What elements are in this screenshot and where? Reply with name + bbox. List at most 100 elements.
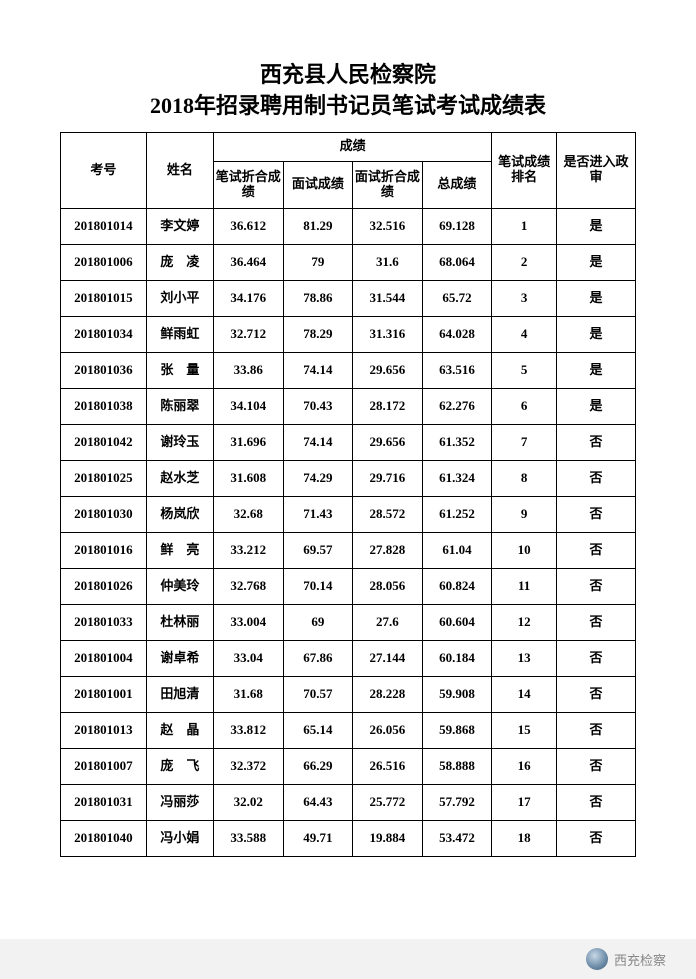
cell-name: 庞 凌 [146,244,213,280]
cell-interview: 79 [283,244,353,280]
cell-total: 53.472 [422,820,492,856]
header-pass: 是否进入政审 [557,132,636,208]
cell-interview: 66.29 [283,748,353,784]
cell-rank: 16 [492,748,557,784]
cell-interview-converted: 32.516 [353,208,423,244]
footer-source: 西充检察 [614,950,666,969]
cell-rank: 3 [492,280,557,316]
table-header: 考号 姓名 成绩 笔试成绩排名 是否进入政审 笔试折合成绩 面试成绩 面试折合成… [61,132,636,208]
cell-interview-converted: 31.316 [353,316,423,352]
cell-written-converted: 31.608 [214,460,284,496]
cell-exam-id: 201801026 [61,568,147,604]
table-body: 201801014李文婷36.61281.2932.51669.1281是201… [61,208,636,856]
cell-name: 鲜 亮 [146,532,213,568]
table-row: 201801026仲美玲32.76870.1428.05660.82411否 [61,568,636,604]
cell-rank: 1 [492,208,557,244]
cell-interview-converted: 26.516 [353,748,423,784]
cell-name: 杨岚欣 [146,496,213,532]
cell-written-converted: 31.696 [214,424,284,460]
cell-interview-converted: 27.144 [353,640,423,676]
cell-written-converted: 32.372 [214,748,284,784]
cell-pass: 否 [557,640,636,676]
cell-rank: 4 [492,316,557,352]
cell-exam-id: 201801034 [61,316,147,352]
cell-written-converted: 32.02 [214,784,284,820]
title-line-1: 西充县人民检察院 [60,60,636,91]
header-interview: 面试成绩 [283,161,353,208]
cell-interview-converted: 26.056 [353,712,423,748]
table-row: 201801034鲜雨虹32.71278.2931.31664.0284是 [61,316,636,352]
cell-name: 仲美玲 [146,568,213,604]
header-name: 姓名 [146,132,213,208]
table-row: 201801031冯丽莎32.0264.4325.77257.79217否 [61,784,636,820]
cell-written-converted: 33.04 [214,640,284,676]
cell-interview: 78.86 [283,280,353,316]
cell-rank: 7 [492,424,557,460]
cell-total: 64.028 [422,316,492,352]
cell-rank: 13 [492,640,557,676]
cell-interview-converted: 19.884 [353,820,423,856]
cell-name: 庞 飞 [146,748,213,784]
cell-name: 张 量 [146,352,213,388]
cell-exam-id: 201801015 [61,280,147,316]
cell-interview: 71.43 [283,496,353,532]
cell-rank: 12 [492,604,557,640]
cell-written-converted: 36.464 [214,244,284,280]
table-row: 201801036张 量33.8674.1429.65663.5165是 [61,352,636,388]
cell-exam-id: 201801007 [61,748,147,784]
cell-interview-converted: 27.828 [353,532,423,568]
cell-written-converted: 32.768 [214,568,284,604]
cell-pass: 是 [557,208,636,244]
cell-name: 谢卓希 [146,640,213,676]
cell-interview: 69 [283,604,353,640]
table-row: 201801016鲜 亮33.21269.5727.82861.0410否 [61,532,636,568]
header-total: 总成绩 [422,161,492,208]
cell-total: 58.888 [422,748,492,784]
cell-rank: 2 [492,244,557,280]
cell-interview: 70.43 [283,388,353,424]
cell-written-converted: 33.812 [214,712,284,748]
cell-total: 68.064 [422,244,492,280]
cell-interview: 49.71 [283,820,353,856]
cell-rank: 10 [492,532,557,568]
cell-pass: 否 [557,676,636,712]
cell-exam-id: 201801036 [61,352,147,388]
cell-pass: 否 [557,496,636,532]
cell-interview-converted: 28.572 [353,496,423,532]
cell-interview-converted: 28.056 [353,568,423,604]
footer-logo-icon [586,948,608,970]
cell-interview: 65.14 [283,712,353,748]
cell-total: 60.824 [422,568,492,604]
cell-written-converted: 32.68 [214,496,284,532]
cell-total: 69.128 [422,208,492,244]
cell-exam-id: 201801006 [61,244,147,280]
cell-written-converted: 36.612 [214,208,284,244]
cell-rank: 18 [492,820,557,856]
cell-interview-converted: 27.6 [353,604,423,640]
cell-total: 59.908 [422,676,492,712]
cell-pass: 否 [557,532,636,568]
cell-name: 冯小娟 [146,820,213,856]
cell-total: 65.72 [422,280,492,316]
cell-written-converted: 31.68 [214,676,284,712]
cell-written-converted: 34.104 [214,388,284,424]
cell-total: 60.604 [422,604,492,640]
cell-written-converted: 34.176 [214,280,284,316]
cell-interview: 70.14 [283,568,353,604]
cell-written-converted: 33.588 [214,820,284,856]
cell-total: 60.184 [422,640,492,676]
cell-interview-converted: 29.656 [353,424,423,460]
cell-name: 杜林丽 [146,604,213,640]
cell-exam-id: 201801004 [61,640,147,676]
cell-pass: 否 [557,568,636,604]
cell-rank: 14 [492,676,557,712]
table-row: 201801040冯小娟33.58849.7119.88453.47218否 [61,820,636,856]
cell-pass: 是 [557,280,636,316]
cell-written-converted: 33.86 [214,352,284,388]
cell-exam-id: 201801040 [61,820,147,856]
cell-pass: 否 [557,712,636,748]
cell-exam-id: 201801016 [61,532,147,568]
cell-pass: 是 [557,316,636,352]
header-exam-id: 考号 [61,132,147,208]
title-line-2: 2018年招录聘用制书记员笔试考试成绩表 [60,91,636,122]
